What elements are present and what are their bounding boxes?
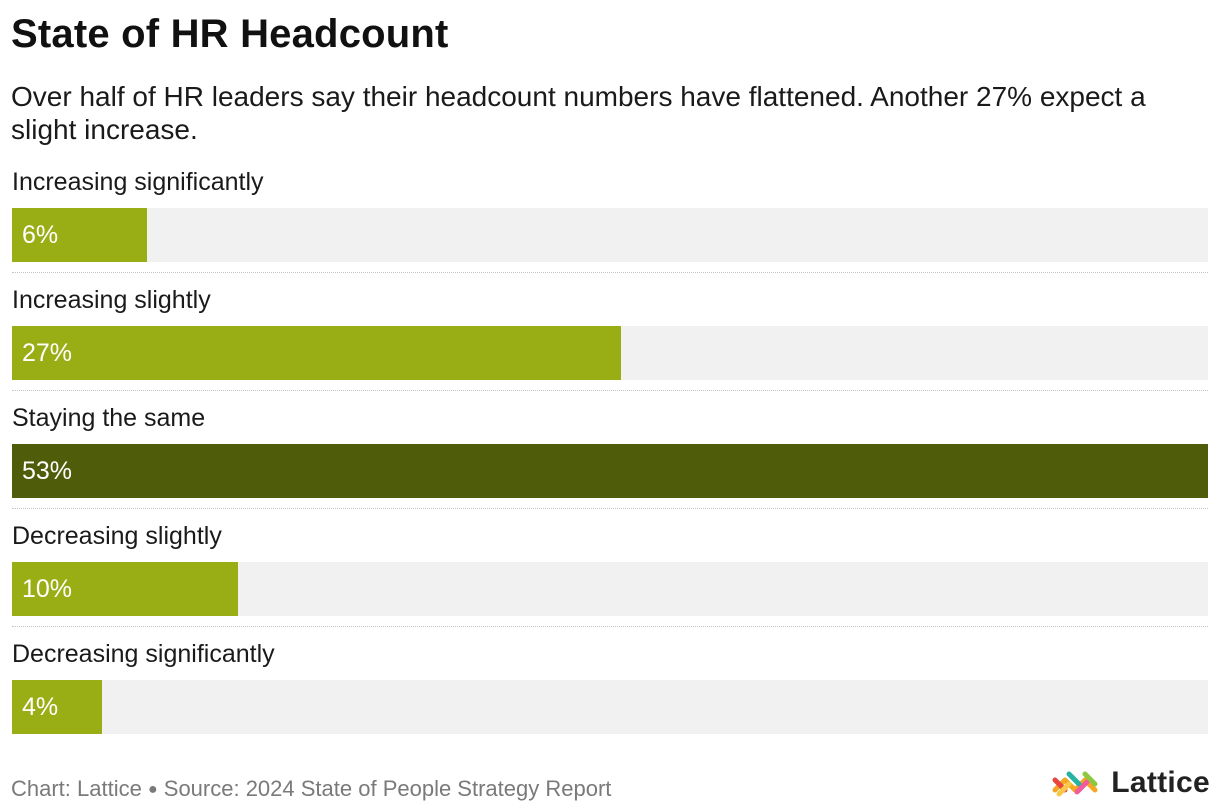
- value-label: 27%: [22, 339, 73, 367]
- lattice-logo-icon: [1052, 771, 1098, 797]
- bar-track: 4%: [12, 680, 1208, 734]
- value-label: 6%: [22, 221, 59, 249]
- category-label: Decreasing slightly: [12, 522, 222, 550]
- category-label: Increasing significantly: [12, 168, 264, 196]
- category-label: Staying the same: [12, 404, 206, 432]
- bar-row: Decreasing significantly 4%: [12, 638, 1208, 756]
- bar: [12, 444, 1208, 498]
- chart-source: Source: 2024 State of People Strategy Re…: [163, 776, 612, 801]
- value-label: 53%: [22, 457, 73, 485]
- value-label: 10%: [22, 575, 73, 603]
- bar-row: Staying the same 53%: [12, 402, 1208, 520]
- row-divider: [12, 390, 1208, 391]
- bar-row: Increasing significantly 6%: [12, 166, 1208, 284]
- bar-track: 10%: [12, 562, 1208, 616]
- row-divider: [12, 508, 1208, 509]
- brand-name: Lattice: [1111, 766, 1210, 799]
- bar-track: 6%: [12, 208, 1208, 262]
- bar: [12, 562, 238, 616]
- bar-chart: Increasing significantly 6% Increasing sli…: [12, 166, 1208, 756]
- row-divider: [12, 626, 1208, 627]
- bar: [12, 680, 102, 734]
- separator-dot-icon: ●: [147, 781, 158, 798]
- category-label: Increasing slightly: [12, 286, 211, 314]
- chart-subtitle: Over half of HR leaders say their headco…: [11, 81, 1146, 145]
- bar-row: Increasing slightly 27%: [12, 284, 1208, 402]
- row-divider: [12, 272, 1208, 273]
- brand-logo: Lattice: [1051, 766, 1210, 800]
- chart-footer: Chart: Lattice ● Source: 2024 State of P…: [11, 776, 611, 802]
- bar: [12, 326, 621, 380]
- chart-credit: Chart: Lattice: [11, 776, 142, 801]
- category-label: Decreasing significantly: [12, 640, 275, 668]
- bar-row: Decreasing slightly 10%: [12, 520, 1208, 638]
- bar: [12, 208, 147, 262]
- bar-track: 27%: [12, 326, 1208, 380]
- bar-track: 53%: [12, 444, 1208, 498]
- chart-title: State of HR Headcount: [11, 12, 449, 56]
- value-label: 4%: [22, 693, 59, 721]
